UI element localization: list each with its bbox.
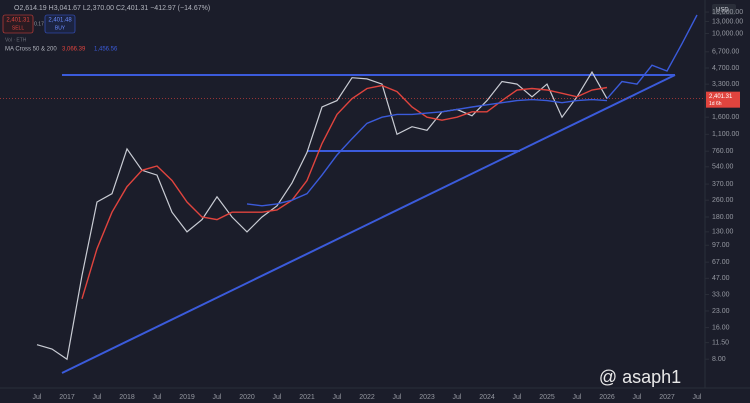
x-tick-label: 2017 <box>59 394 75 401</box>
y-tick-label: 130.00 <box>712 229 734 236</box>
x-tick-label: 2027 <box>659 394 675 401</box>
x-tick-label: Jul <box>333 394 342 401</box>
x-tick-label: Jul <box>213 394 222 401</box>
x-tick-label: Jul <box>273 394 282 401</box>
x-tick-label: Jul <box>573 394 582 401</box>
sell-price: 2,401.31 <box>6 18 30 24</box>
x-tick-label: Jul <box>153 394 162 401</box>
buy-button[interactable] <box>44 14 76 34</box>
x-tick-label: Jul <box>453 394 462 401</box>
y-tick-label: 370.00 <box>712 181 734 188</box>
x-tick-label: Jul <box>393 394 402 401</box>
y-tick-label: 33.00 <box>712 291 730 298</box>
series-line <box>36 70 608 361</box>
y-tick-label: 3,300.00 <box>712 81 739 88</box>
x-tick-label: 2020 <box>239 394 255 401</box>
series-line <box>246 98 608 207</box>
y-tick-label: 760.00 <box>712 148 734 155</box>
indicator-label: MA Cross 50 & 200 <box>5 47 57 53</box>
y-tick-label: 23.00 <box>712 308 730 315</box>
price-tag-value: 2,401.31 <box>709 94 733 100</box>
x-tick-label: 2025 <box>539 394 555 401</box>
x-tick-label: 2019 <box>179 394 195 401</box>
x-tick-label: 2023 <box>419 394 435 401</box>
y-tick-label: 97.00 <box>712 242 730 249</box>
series-line <box>81 84 608 300</box>
x-tick-label: 2024 <box>479 394 495 401</box>
series-line <box>606 14 698 100</box>
buy-label: BUY <box>55 25 66 31</box>
y-tick-label: 540.00 <box>712 164 734 171</box>
x-tick-label: Jul <box>33 394 42 401</box>
y-tick-label: 11.50 <box>712 339 729 346</box>
buy-price: 2,401.48 <box>48 18 72 24</box>
y-tick-label: 8.00 <box>712 356 726 363</box>
currency-button[interactable] <box>712 4 736 15</box>
x-tick-label: 2022 <box>359 394 375 401</box>
y-tick-label: 4,700.00 <box>712 65 739 72</box>
sell-label: SELL <box>12 25 24 31</box>
y-tick-label: 10,000.00 <box>712 30 743 37</box>
x-tick-label: 2021 <box>299 394 315 401</box>
y-tick-label: 1,100.00 <box>712 131 739 138</box>
x-tick-label: Jul <box>513 394 522 401</box>
ma200-value: 1,456.56 <box>94 47 118 53</box>
x-tick-label: 2018 <box>119 394 135 401</box>
volume-label: Vol · ETH <box>5 37 27 43</box>
ohlc: O2,614.19 H3,041.67 L2,370.00 C2,401.31 … <box>14 5 210 12</box>
trend-line <box>61 74 676 374</box>
x-tick-label: Jul <box>693 394 702 401</box>
y-tick-label: 47.00 <box>712 275 730 282</box>
x-tick-label: Jul <box>93 394 102 401</box>
price-tag-countdown: 1d 6h <box>709 101 722 107</box>
y-tick-label: 180.00 <box>712 214 734 221</box>
y-tick-label: 260.00 <box>712 197 734 204</box>
x-tick-label: Jul <box>633 394 642 401</box>
y-tick-label: 6,700.00 <box>712 49 739 56</box>
y-tick-label: 16,000.00 <box>712 9 743 16</box>
y-tick-label: 1,600.00 <box>712 114 739 121</box>
y-tick-label: 67.00 <box>712 259 730 266</box>
y-tick-label: 16.00 <box>712 324 730 331</box>
x-tick-label: 2026 <box>599 394 615 401</box>
y-tick-label: 13,000.00 <box>712 18 743 25</box>
watermark: @ asaph1 <box>599 367 681 387</box>
ma50-value: 3,066.39 <box>62 47 86 53</box>
spread: 0.17 <box>34 21 44 27</box>
sell-button[interactable] <box>2 14 34 34</box>
currency: USD <box>716 8 729 14</box>
price-tag <box>706 91 740 108</box>
